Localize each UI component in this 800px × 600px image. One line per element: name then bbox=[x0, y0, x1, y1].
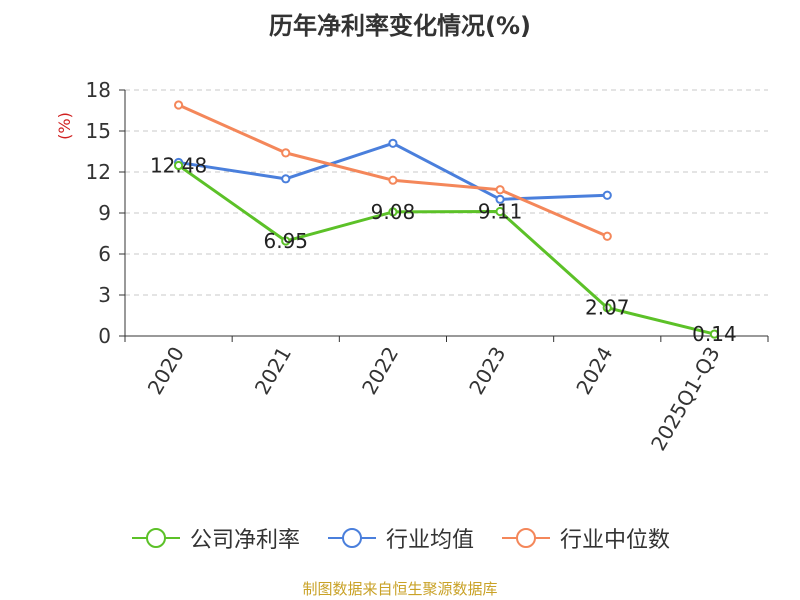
chart-title: 历年净利率变化情况(%) bbox=[269, 12, 531, 40]
y-axis-label: (%) bbox=[55, 112, 74, 140]
data-label: 2.07 bbox=[585, 296, 630, 320]
data-point bbox=[173, 100, 184, 110]
y-tick-label: 18 bbox=[86, 78, 111, 102]
data-point bbox=[602, 231, 612, 241]
data-point bbox=[173, 160, 184, 171]
legend-marker-icon bbox=[131, 528, 180, 548]
legend-marker-icon bbox=[502, 528, 550, 548]
data-point bbox=[602, 303, 612, 313]
data-point bbox=[602, 190, 612, 200]
data-point bbox=[388, 138, 398, 148]
data-label: 0.14 bbox=[692, 322, 737, 346]
legend-item[interactable]: 行业均值 bbox=[326, 522, 474, 554]
legend-circle bbox=[341, 528, 362, 548]
data-label: 6.95 bbox=[263, 229, 308, 253]
legend-label: 公司净利率 bbox=[189, 528, 300, 553]
data-label: 9.11 bbox=[478, 199, 523, 223]
legend-label: 行业均值 bbox=[385, 528, 474, 553]
data-labels: 12.48 6.95 9.08 9.11 2.07 0.14 bbox=[150, 153, 737, 346]
y-tick-label: 9 bbox=[98, 201, 111, 225]
source-note: 制图数据来自恒生聚源数据库 bbox=[302, 580, 498, 598]
legend-label: 行业中位数 bbox=[560, 528, 671, 553]
data-point bbox=[388, 207, 398, 217]
y-tick-label: 3 bbox=[98, 283, 111, 307]
grid-lines bbox=[125, 89, 768, 296]
x-tick-label: 2021 bbox=[250, 343, 296, 399]
y-tick-label: 0 bbox=[98, 324, 111, 348]
y-tick-label: 6 bbox=[98, 242, 111, 266]
data-point bbox=[281, 148, 291, 158]
data-label: 12.48 bbox=[150, 153, 207, 177]
data-point bbox=[495, 185, 505, 195]
data-point bbox=[495, 206, 505, 217]
x-tick-label: 2022 bbox=[357, 343, 403, 399]
y-tick-label: 12 bbox=[86, 160, 111, 184]
data-point bbox=[388, 175, 398, 185]
x-tick-label: 2023 bbox=[464, 343, 510, 399]
legend: 公司净利率 行业均值 行业中位数 bbox=[0, 522, 800, 554]
y-tick-label: 15 bbox=[86, 119, 111, 143]
x-tick-label: 2020 bbox=[143, 343, 189, 399]
legend-marker-icon bbox=[327, 528, 376, 548]
data-point bbox=[281, 174, 291, 184]
data-point bbox=[709, 329, 720, 339]
legend-circle bbox=[145, 528, 166, 548]
legend-circle bbox=[516, 528, 536, 548]
x-tick-label: 2024 bbox=[571, 343, 617, 399]
series-line bbox=[178, 141, 608, 201]
x-tick-label: 2025Q1-Q3 bbox=[646, 343, 725, 455]
legend-item[interactable]: 行业中位数 bbox=[500, 522, 670, 554]
data-point bbox=[281, 236, 291, 246]
data-point bbox=[495, 194, 505, 204]
data-label: 9.08 bbox=[371, 200, 416, 224]
series-line bbox=[177, 164, 715, 336]
legend-item[interactable]: 公司净利率 bbox=[130, 522, 300, 554]
series-lines bbox=[173, 100, 720, 339]
axes: 0 3 6 9 12 15 18 2020 2021 2022 2023 2024 2025Q1-Q3 bbox=[86, 78, 769, 455]
